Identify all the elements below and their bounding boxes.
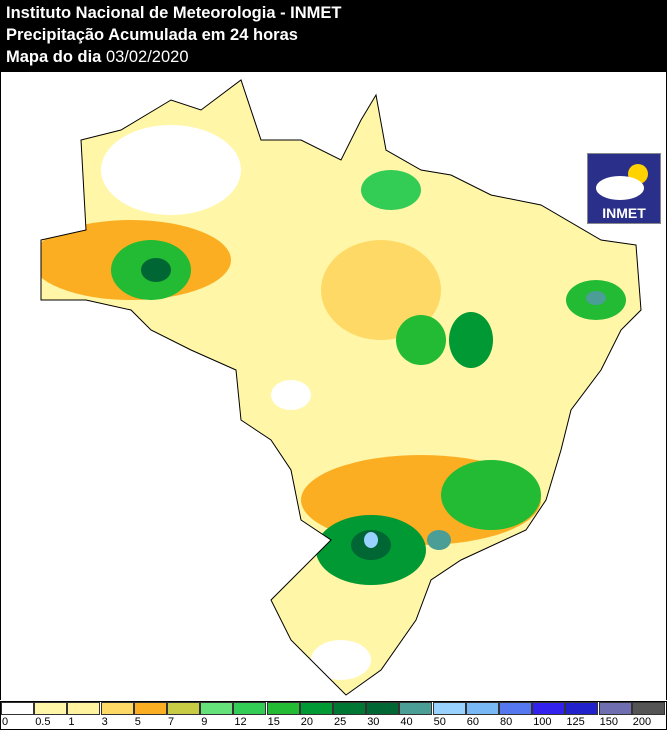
legend-label: 12 — [234, 716, 247, 728]
legend-swatch — [399, 702, 433, 715]
legend-swatch — [266, 702, 300, 715]
legend-label: 60 — [466, 716, 480, 728]
legend-label: 150 — [599, 716, 618, 728]
institute-title: Instituto Nacional de Meteorologia - INM… — [6, 4, 342, 22]
legend-label: 3 — [101, 716, 108, 728]
map-date: 03/02/2020 — [105, 48, 189, 66]
precip-fields — [41, 125, 626, 680]
legend-label: 1 — [68, 716, 75, 728]
legend-swatch — [465, 702, 499, 715]
legend-swatch — [565, 702, 599, 715]
legend-swatch — [299, 702, 333, 715]
legend-swatch — [366, 702, 400, 715]
legend-label: 0 — [2, 716, 9, 728]
legend-swatch — [598, 702, 632, 715]
legend-swatch — [34, 702, 68, 715]
map-subtitle: Precipitação Acumulada em 24 horas — [6, 26, 298, 44]
legend-label: 5 — [134, 716, 141, 728]
cloud-sun-icon — [596, 164, 648, 200]
legend-swatch — [532, 702, 566, 715]
map-date-line: Mapa do dia 03/02/2020 — [6, 48, 189, 66]
legend-swatch — [233, 702, 267, 715]
legend-label: 7 — [168, 716, 175, 728]
legend-swatch — [133, 702, 167, 715]
legend-label: 20 — [300, 716, 314, 728]
legend-label: 9 — [201, 716, 208, 728]
precipitation-map: INMET — [0, 72, 667, 700]
legend-swatch — [631, 702, 665, 715]
legend-swatch — [167, 702, 200, 715]
legend-label: 125 — [566, 716, 585, 728]
legend-label: 30 — [367, 716, 380, 728]
legend-label: 200 — [632, 716, 652, 728]
legend-label: 0.5 — [35, 716, 51, 728]
legend-swatch — [432, 702, 466, 715]
legend-label: 15 — [267, 716, 280, 728]
legend-label: 40 — [400, 716, 413, 728]
precipitation-legend: 0 0.5 1 3 5 7 9 12 15 20 25 30 40 50 60 80 100 125 150 200 — [0, 701, 667, 730]
legend-swatch — [333, 702, 366, 715]
legend-swatch — [67, 702, 101, 715]
legend-swatch — [200, 702, 234, 715]
legend-label: 100 — [533, 716, 552, 728]
legend-swatch — [1, 702, 34, 715]
legend-swatch — [100, 702, 134, 715]
brazil-map — [40, 79, 642, 696]
legend-label: 50 — [433, 716, 446, 728]
legend-label: 25 — [334, 716, 347, 728]
inmet-logo: INMET — [587, 153, 661, 224]
legend-swatch — [499, 702, 532, 715]
legend-label: 80 — [500, 716, 513, 728]
map-header: Instituto Nacional de Meteorologia - INM… — [0, 0, 667, 72]
